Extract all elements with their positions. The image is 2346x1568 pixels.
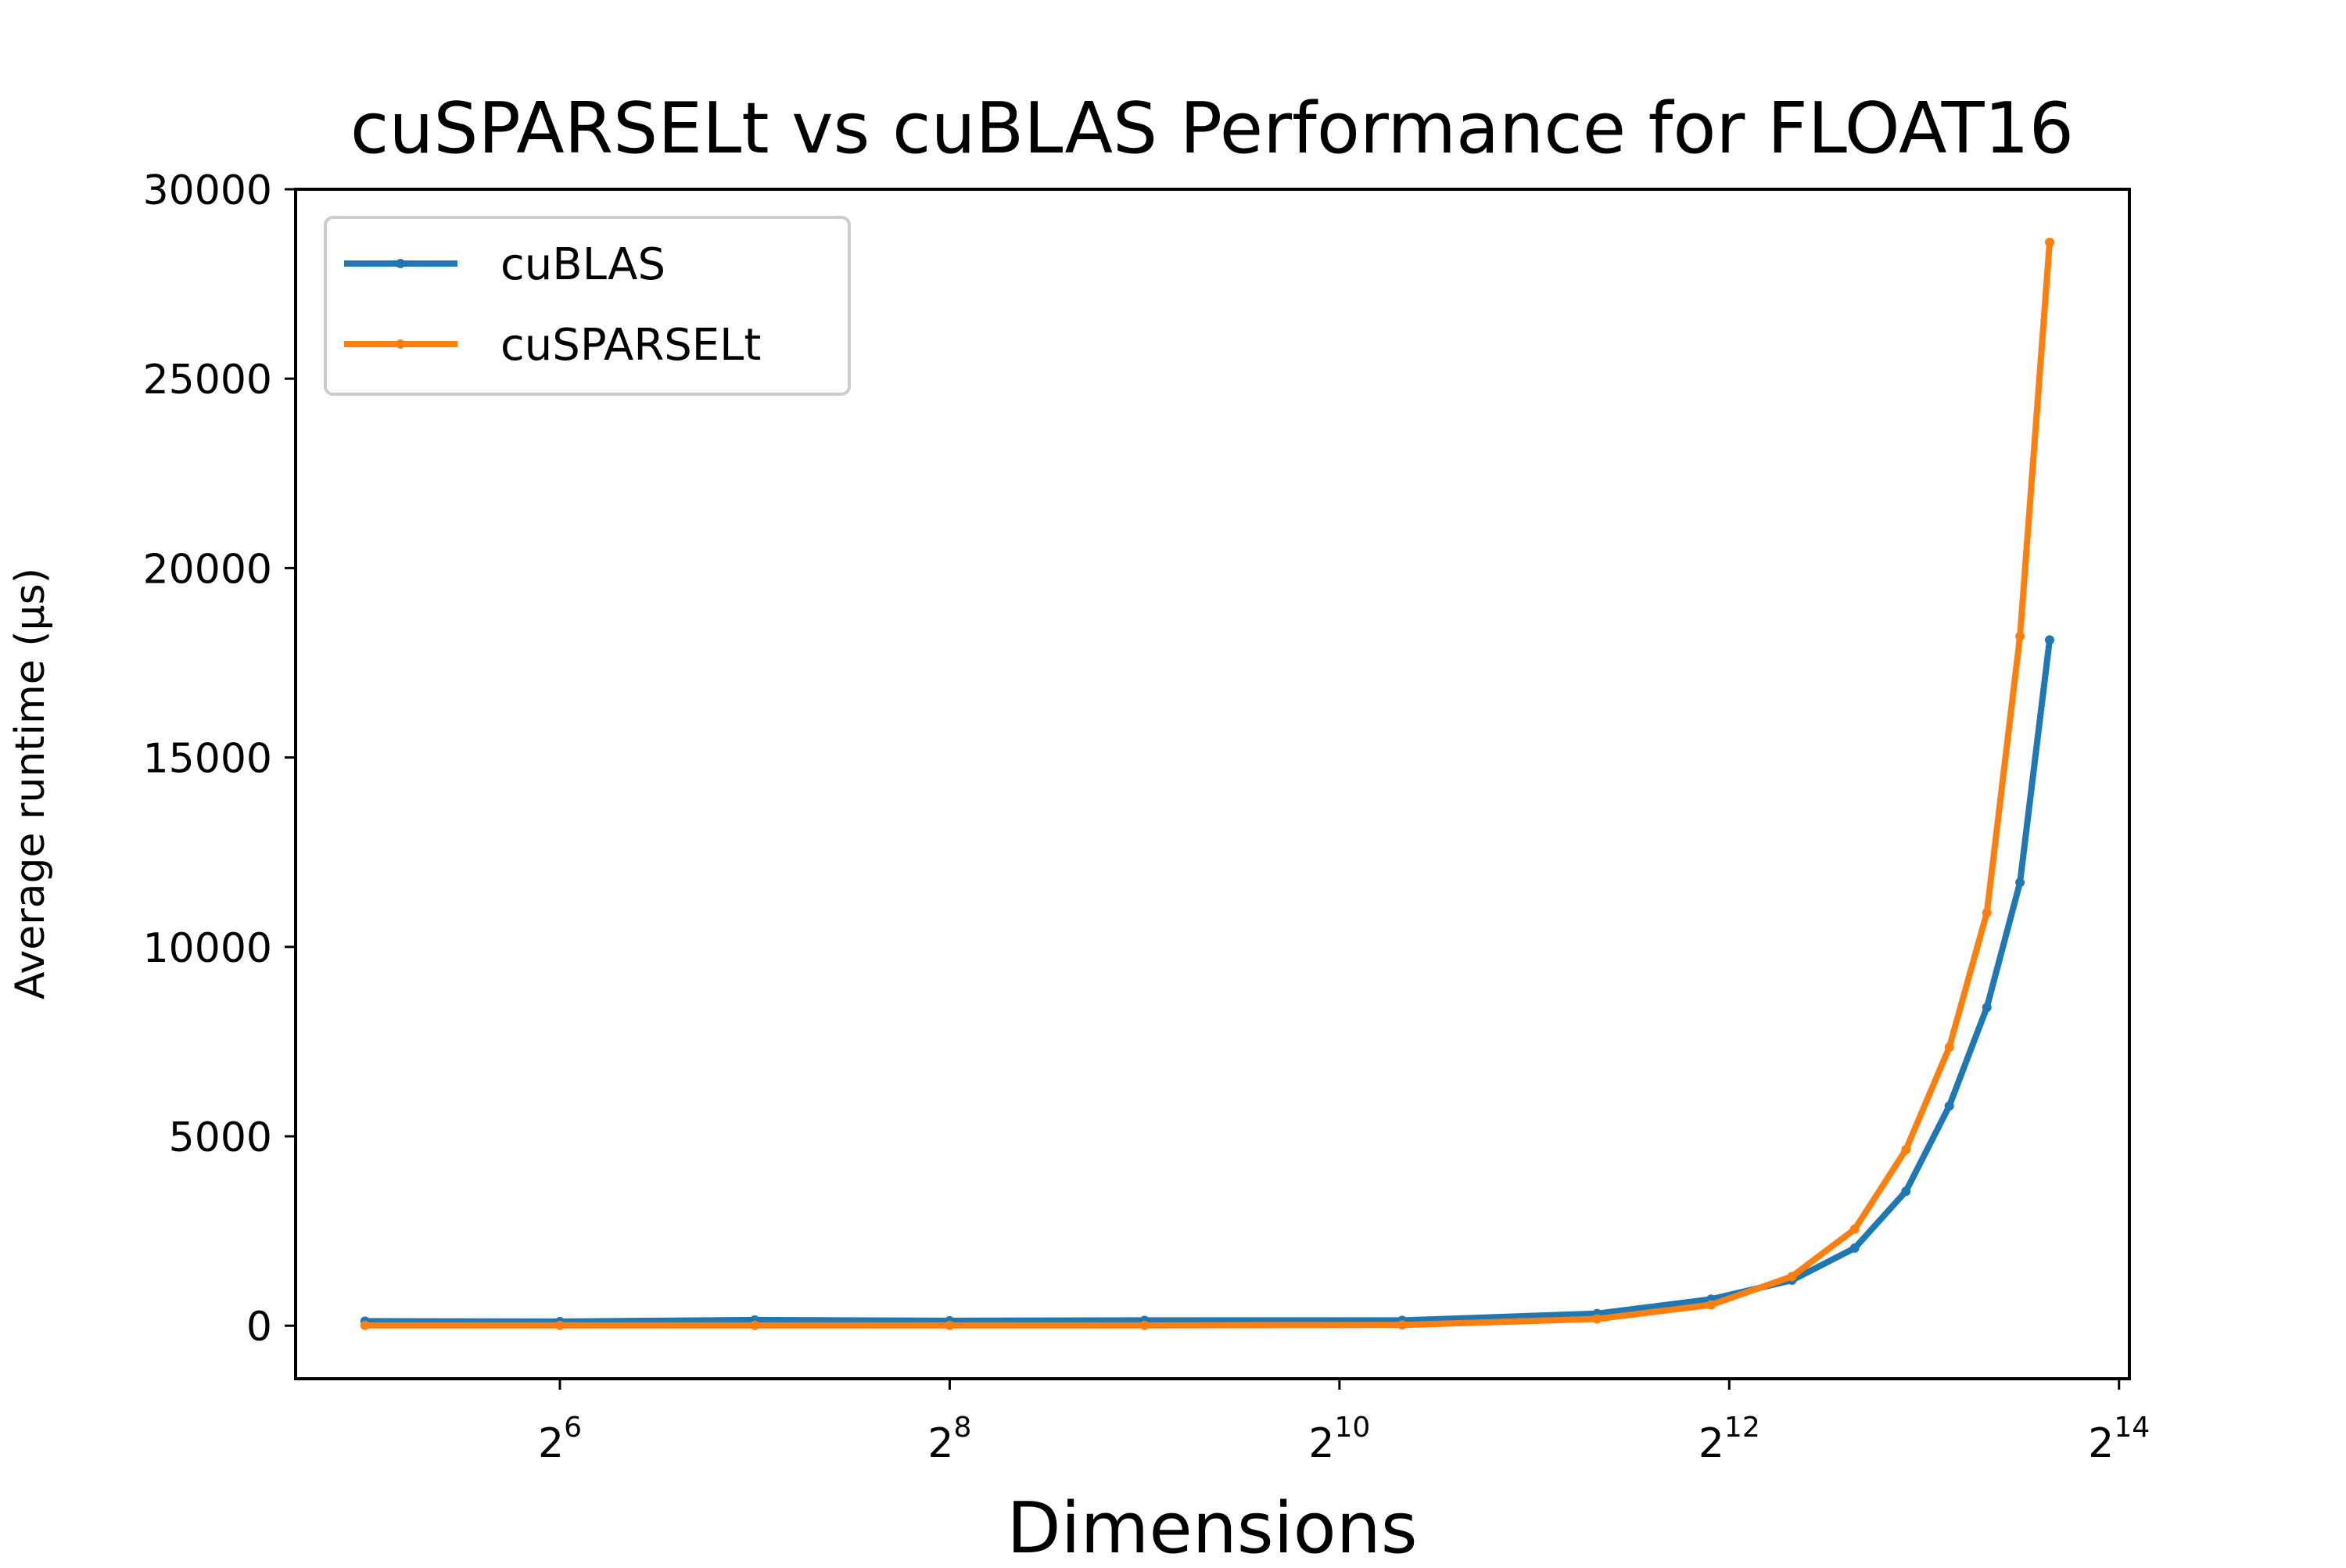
- chart-title: cuSPARSELt vs cuBLAS Performance for FLO…: [350, 88, 2074, 170]
- data-point: [1592, 1314, 1602, 1324]
- data-point: [1944, 1101, 1954, 1111]
- y-tick-label: 0: [246, 1304, 272, 1351]
- x-tick-label: 214: [2088, 1412, 2150, 1467]
- data-point: [360, 1320, 370, 1330]
- y-tick-label: 20000: [143, 546, 272, 593]
- data-point: [2044, 237, 2054, 247]
- x-tick-label: 28: [927, 1412, 971, 1467]
- data-point: [1706, 1300, 1716, 1310]
- legend-label: cuBLAS: [500, 239, 665, 290]
- y-tick-label: 30000: [143, 167, 272, 214]
- y-tick-label: 10000: [143, 925, 272, 972]
- legend-marker: [396, 339, 405, 349]
- data-point: [1901, 1186, 1911, 1197]
- legend: cuBLAS cuSPARSELt: [324, 216, 851, 396]
- data-point: [2044, 635, 2054, 645]
- legend-label: cuSPARSELt: [500, 320, 761, 371]
- data-point: [2015, 877, 2025, 888]
- series-line-cublas: [361, 636, 2054, 1325]
- data-point: [1849, 1224, 1860, 1234]
- data-point: [945, 1320, 955, 1330]
- x-axis-label: Dimensions: [1006, 1487, 1417, 1564]
- x-axis: 26 28 210 212 214: [538, 1379, 2150, 1467]
- data-point: [1944, 1042, 1954, 1053]
- legend-marker: [396, 259, 405, 268]
- data-point: [1787, 1272, 1797, 1282]
- x-tick-label: 210: [1308, 1412, 1370, 1467]
- x-tick-label: 212: [1699, 1412, 1760, 1467]
- data-point: [1982, 1003, 1992, 1013]
- data-point: [1849, 1243, 1860, 1253]
- y-tick-label: 5000: [169, 1114, 272, 1161]
- data-point: [750, 1320, 760, 1330]
- y-axis-label: Average runtime (μs): [7, 568, 54, 999]
- y-axis: 0 5000 10000 15000 20000 25000 30000: [143, 167, 296, 1351]
- plot-frame: [294, 188, 2131, 1380]
- series-line-cusparselt: [361, 239, 2054, 1329]
- y-tick-label: 15000: [143, 736, 272, 783]
- data-point: [2015, 631, 2025, 641]
- x-tick-label: 26: [538, 1412, 582, 1467]
- data-point: [1982, 908, 1992, 918]
- data-point: [1139, 1320, 1150, 1330]
- data-point: [1397, 1320, 1408, 1330]
- plot-area: [360, 237, 2054, 1330]
- y-tick-label: 25000: [143, 357, 272, 404]
- data-point: [1901, 1144, 1911, 1154]
- data-point: [554, 1320, 565, 1330]
